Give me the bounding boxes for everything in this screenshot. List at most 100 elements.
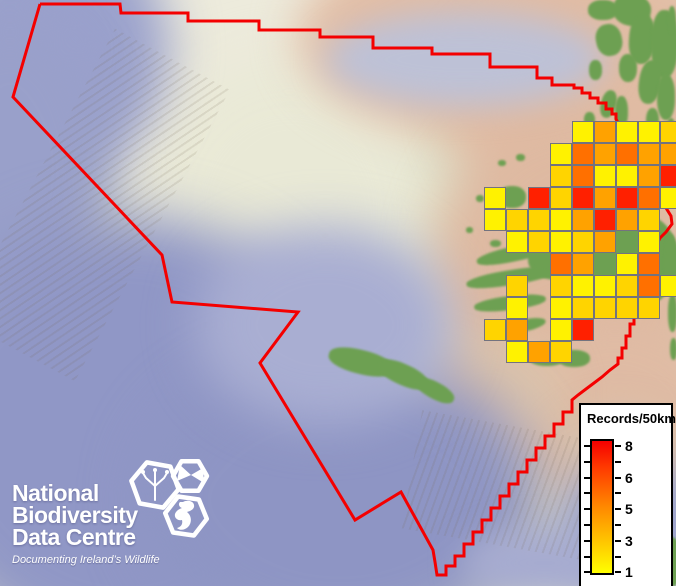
grid-cell [616, 187, 638, 209]
grid-cell [638, 121, 660, 143]
grid-cell [528, 187, 550, 209]
grid-cell [616, 253, 638, 275]
grid-cell [660, 165, 676, 187]
grid-cell [528, 231, 550, 253]
grid-cell [616, 209, 638, 231]
grid-cell [660, 121, 676, 143]
grid-cell [550, 275, 572, 297]
legend-tick-label: 5 [625, 501, 633, 518]
legend-tick [584, 524, 590, 526]
legend-tick [584, 508, 590, 511]
legend-tick [615, 508, 621, 511]
grid-cell [638, 231, 660, 253]
grid-cell [572, 165, 594, 187]
grid-cell [550, 209, 572, 231]
grid-cell [550, 341, 572, 363]
grid-cell [616, 165, 638, 187]
grid-cell [550, 297, 572, 319]
legend-tick [584, 571, 590, 574]
grid-cell [572, 187, 594, 209]
legend-tick [584, 492, 590, 495]
grid-cell [506, 209, 528, 231]
grid-cell [660, 187, 676, 209]
grid-cell [550, 143, 572, 165]
legend-tick [615, 524, 621, 526]
grid-cell [528, 209, 550, 231]
land-region [498, 160, 506, 166]
grid-cell [506, 275, 528, 297]
grid-cell [550, 231, 572, 253]
logo-tagline: Documenting Ireland’s Wildlife [12, 554, 160, 566]
legend-color-bar [590, 439, 614, 575]
grid-cell [594, 143, 616, 165]
grid-cell [638, 143, 660, 165]
sea-depth-region [325, 12, 605, 107]
grid-cell [484, 319, 506, 341]
legend-tick [615, 539, 621, 542]
grid-cell [616, 297, 638, 319]
land-region [668, 294, 676, 332]
legend-tick [615, 476, 621, 479]
legend-title: Records/50km [587, 411, 676, 426]
legend-tick [584, 460, 590, 463]
grid-cell [638, 165, 660, 187]
grid-cell [660, 275, 676, 297]
land-region [619, 54, 637, 82]
logo-line-3: Data Centre [12, 524, 136, 550]
grid-cell [572, 253, 594, 275]
land-region [466, 227, 473, 233]
logo-line-1: National [12, 480, 99, 506]
land-region [490, 240, 501, 247]
grid-cell [572, 143, 594, 165]
grid-cell [638, 209, 660, 231]
grid-cell [594, 121, 616, 143]
grid-cell [572, 231, 594, 253]
legend-tick [615, 445, 621, 447]
nbdc-logo: National Biodiversity Data Centre Docume… [12, 480, 160, 567]
grid-cell [638, 275, 660, 297]
land-region [516, 154, 525, 161]
grid-cell [484, 187, 506, 209]
grid-cell [572, 297, 594, 319]
grid-cell [616, 275, 638, 297]
grid-cell [572, 121, 594, 143]
logo-line-2: Biodiversity [12, 502, 138, 528]
legend-tick [615, 555, 621, 558]
land-region [657, 74, 675, 120]
grid-cell [594, 209, 616, 231]
grid-cell [550, 165, 572, 187]
land-region [670, 338, 676, 360]
grid-cell [572, 209, 594, 231]
legend-tick [584, 555, 590, 558]
grid-cell [506, 231, 528, 253]
grid-cell [638, 187, 660, 209]
grid-cell [594, 275, 616, 297]
grid-cell [616, 121, 638, 143]
grid-cell [594, 297, 616, 319]
sea-depth-region [195, 225, 455, 425]
legend-tick-label: 1 [625, 564, 633, 581]
grid-cell [550, 253, 572, 275]
legend-tick [615, 492, 621, 495]
grid-cell [572, 319, 594, 341]
legend-panel: Records/50km 8 6 5 3 1 [579, 403, 676, 586]
legend-tick-label: 3 [625, 532, 633, 549]
grid-cell [506, 297, 528, 319]
grid-cell [594, 231, 616, 253]
land-region [476, 195, 484, 202]
grid-cell [594, 165, 616, 187]
grid-cell [572, 275, 594, 297]
grid-cell [484, 209, 506, 231]
legend-tick [584, 476, 590, 479]
land-region [589, 60, 602, 80]
legend-tick [615, 571, 621, 574]
grid-cell [550, 187, 572, 209]
grid-cell [638, 253, 660, 275]
grid-cell [594, 187, 616, 209]
grid-cell [528, 341, 550, 363]
legend-tick-label: 8 [625, 438, 633, 454]
legend-tick [584, 539, 590, 542]
grid-cell [506, 319, 528, 341]
legend-tick-label: 6 [625, 469, 633, 486]
